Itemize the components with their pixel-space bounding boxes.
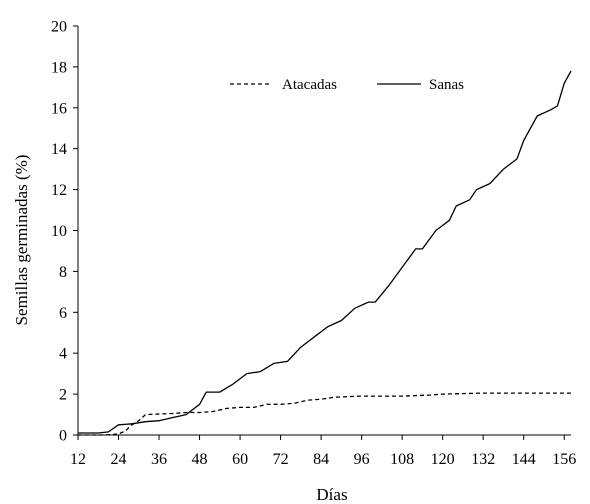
y-tick-label: 0 xyxy=(59,428,67,445)
series-line-sanas xyxy=(78,70,572,434)
x-tick-label: 24 xyxy=(111,451,127,468)
series-layer xyxy=(78,70,572,436)
x-axis-label: Días xyxy=(316,485,347,504)
y-tick-label: 18 xyxy=(51,59,67,76)
x-tick-label: 156 xyxy=(552,451,576,468)
legend-label-atacadas: Atacadas xyxy=(282,77,337,93)
x-tick-label: 132 xyxy=(471,451,495,468)
y-tick-label: 14 xyxy=(51,141,67,158)
y-tick-label: 2 xyxy=(59,387,67,404)
x-tick-label: 108 xyxy=(390,451,414,468)
y-tick-label: 20 xyxy=(51,19,67,36)
legend-label-sanas: Sanas xyxy=(429,77,464,93)
y-tick-label: 12 xyxy=(51,182,67,199)
y-tick-label: 8 xyxy=(59,264,67,281)
x-tick-label: 120 xyxy=(431,451,455,468)
legend: Atacadas Sanas xyxy=(230,77,464,93)
x-tick-label: 72 xyxy=(273,451,289,468)
y-tick-label: 4 xyxy=(59,346,67,363)
series-line-atacadas xyxy=(78,392,571,436)
x-tick-label: 60 xyxy=(232,451,248,468)
x-tick-label: 144 xyxy=(512,451,536,468)
y-tick-label: 10 xyxy=(51,223,67,240)
y-tick-label: 6 xyxy=(59,305,67,322)
x-tick-label: 84 xyxy=(313,451,329,468)
x-tick-label: 36 xyxy=(151,451,167,468)
x-tick-label: 12 xyxy=(70,451,86,468)
y-axis-label: Semillas germinadas (%) xyxy=(12,155,31,326)
x-tick-label: 48 xyxy=(192,451,208,468)
y-tick-label: 16 xyxy=(51,100,67,117)
x-tick-label: 96 xyxy=(354,451,370,468)
